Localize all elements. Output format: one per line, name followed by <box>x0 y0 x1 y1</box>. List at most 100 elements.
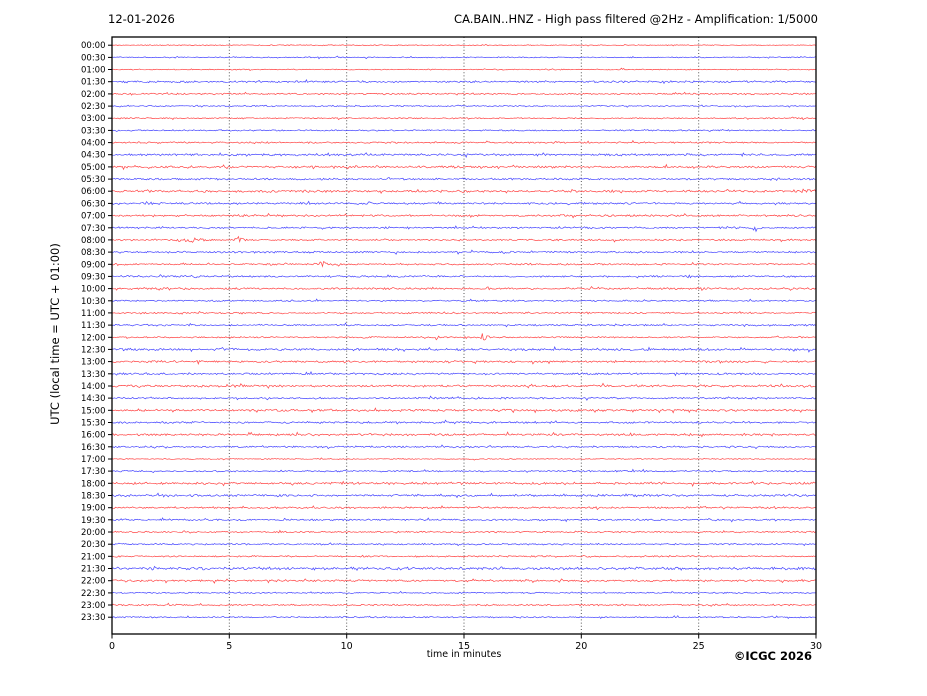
trace-time-label: 07:30 <box>81 224 106 234</box>
seismogram-trace <box>111 200 816 206</box>
seismogram-trace <box>111 444 816 450</box>
x-tick-label: 0 <box>109 641 115 652</box>
trace-time-label: 05:30 <box>81 175 106 185</box>
seismogram-trace <box>111 407 816 414</box>
trace-time-label: 08:00 <box>81 236 106 246</box>
trace-time-label: 18:30 <box>81 492 106 502</box>
trace-time-label: 19:30 <box>81 516 106 526</box>
seismogram-trace <box>112 212 816 219</box>
seismogram-trace <box>111 225 816 233</box>
seismogram-trace <box>111 468 816 473</box>
seismogram-trace <box>111 371 816 377</box>
seismogram-trace <box>111 274 816 279</box>
seismogram-trace <box>111 139 816 145</box>
x-tick-label: 5 <box>226 641 232 652</box>
trace-time-label: 00:00 <box>81 41 106 51</box>
seismogram-trace <box>111 517 816 523</box>
trace-time-label: 10:00 <box>81 285 106 295</box>
seismogram-trace <box>111 529 816 534</box>
trace-time-label: 01:30 <box>81 78 106 88</box>
trace-time-label: 13:00 <box>81 358 106 368</box>
seismogram-trace <box>111 615 816 619</box>
x-tick-label: 20 <box>575 641 587 652</box>
seismogram-trace <box>111 590 816 595</box>
trace-time-label: 17:30 <box>81 467 106 477</box>
trace-time-label: 21:30 <box>81 565 106 575</box>
trace-time-label: 12:30 <box>81 345 106 355</box>
seismogram-trace <box>111 505 816 511</box>
x-tick-label: 10 <box>341 641 353 652</box>
trace-time-label: 21:00 <box>81 552 106 562</box>
trace-time-label: 22:00 <box>81 577 106 587</box>
trace-time-label: 19:00 <box>81 504 106 514</box>
trace-time-label: 14:00 <box>81 382 106 392</box>
x-axis-label: time in minutes <box>426 649 502 660</box>
seismogram-trace <box>111 419 816 425</box>
seismogram-trace <box>111 382 816 389</box>
trace-time-label: 05:00 <box>81 163 106 173</box>
seismogram-trace <box>111 542 816 547</box>
trace-time-label: 18:00 <box>81 479 106 489</box>
seismogram-trace <box>111 578 816 584</box>
trace-time-label: 16:30 <box>81 443 106 453</box>
trace-time-label: 16:00 <box>81 431 106 441</box>
trace-time-label: 08:30 <box>81 248 106 258</box>
seismogram-trace <box>111 67 816 71</box>
seismogram-trace <box>111 286 817 292</box>
seismogram-trace <box>111 457 816 461</box>
trace-time-label: 23:30 <box>81 613 106 623</box>
seismogram-trace <box>111 602 816 607</box>
trace-time-label: 03:30 <box>81 126 106 136</box>
trace-time-label: 09:30 <box>81 272 106 282</box>
seismogram-trace <box>111 298 816 303</box>
x-tick-label: 30 <box>810 641 822 652</box>
seismogram-trace <box>111 235 817 244</box>
seismogram-trace <box>111 322 816 328</box>
seismogram-trace <box>111 43 816 47</box>
trace-time-label: 17:00 <box>81 455 106 465</box>
trace-time-label: 15:30 <box>81 419 106 429</box>
trace-time-label: 04:00 <box>81 139 106 149</box>
seismogram-trace <box>111 395 817 401</box>
trace-time-label: 09:00 <box>81 260 106 270</box>
trace-time-label: 10:30 <box>81 297 106 307</box>
trace-time-label: 03:00 <box>81 114 106 124</box>
seismogram-trace <box>111 480 816 487</box>
trace-time-label: 07:00 <box>81 212 106 222</box>
seismogram-trace <box>111 177 816 182</box>
plot-title: CA.BAIN..HNZ - High pass filtered @2Hz -… <box>454 12 818 26</box>
trace-time-label: 01:00 <box>81 66 106 76</box>
date-label: 12-01-2026 <box>108 12 175 26</box>
trace-time-label: 14:30 <box>81 394 106 404</box>
seismogram-trace <box>111 104 816 108</box>
copyright-label: ©ICGC 2026 <box>733 649 812 663</box>
x-tick-label: 25 <box>693 641 705 652</box>
trace-time-label: 13:30 <box>81 370 106 380</box>
seismogram-trace <box>112 152 816 159</box>
trace-time-label: 11:00 <box>81 309 106 319</box>
seismogram-trace <box>111 188 817 194</box>
trace-time-label: 11:30 <box>81 321 106 331</box>
seismogram-trace <box>111 359 816 365</box>
trace-time-label: 06:00 <box>81 187 106 197</box>
seismogram-trace <box>111 261 816 268</box>
seismogram-trace <box>111 346 816 353</box>
seismogram-trace <box>111 163 817 171</box>
seismogram-trace <box>112 91 816 96</box>
trace-time-label: 15:00 <box>81 406 106 416</box>
trace-time-label: 12:00 <box>81 333 106 343</box>
trace-time-label: 20:30 <box>81 540 106 550</box>
trace-time-label: 23:00 <box>81 601 106 611</box>
seismogram-trace <box>111 431 816 438</box>
x-tick-label: 15 <box>458 641 470 652</box>
seismogram-trace <box>112 310 816 315</box>
seismogram-trace <box>111 333 816 341</box>
trace-time-label: 20:00 <box>81 528 106 538</box>
seismogram-trace <box>111 55 816 60</box>
trace-time-label: 02:30 <box>81 102 106 112</box>
trace-time-label: 22:30 <box>81 589 106 599</box>
seismogram-trace <box>111 78 816 85</box>
trace-time-label: 02:00 <box>81 90 106 100</box>
